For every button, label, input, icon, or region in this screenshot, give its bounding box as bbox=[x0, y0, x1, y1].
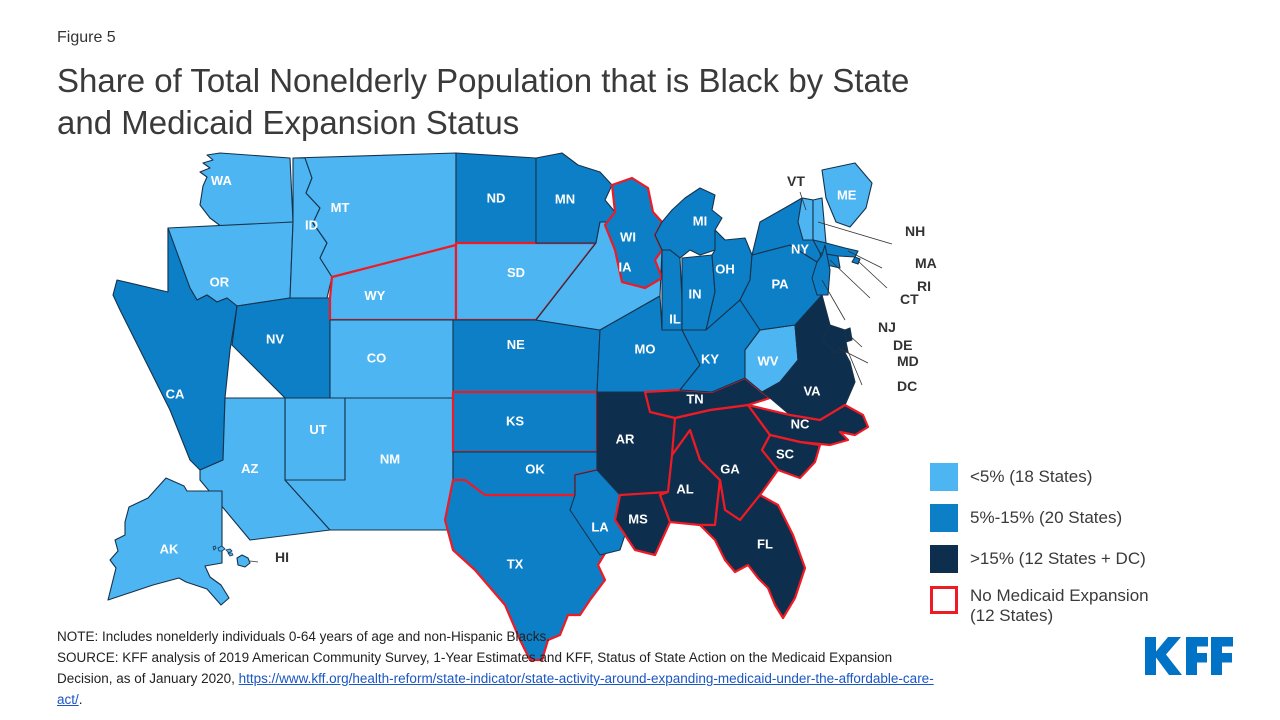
svg-text:CT: CT bbox=[900, 291, 919, 307]
svg-text:DC: DC bbox=[897, 378, 917, 394]
svg-text:WI: WI bbox=[620, 229, 636, 244]
svg-text:GA: GA bbox=[720, 461, 740, 476]
svg-text:HI: HI bbox=[275, 549, 289, 565]
svg-text:KY: KY bbox=[701, 351, 719, 366]
svg-text:PA: PA bbox=[771, 276, 789, 291]
svg-text:CO: CO bbox=[367, 350, 387, 365]
svg-text:NC: NC bbox=[791, 416, 810, 431]
svg-text:WA: WA bbox=[211, 173, 233, 188]
svg-text:MD: MD bbox=[897, 353, 919, 369]
svg-text:MN: MN bbox=[555, 191, 575, 206]
svg-text:WY: WY bbox=[364, 288, 385, 303]
svg-text:VT: VT bbox=[787, 173, 805, 189]
svg-text:IN: IN bbox=[689, 286, 702, 301]
svg-text:ME: ME bbox=[837, 187, 857, 202]
svg-text:MO: MO bbox=[635, 341, 656, 356]
svg-text:MA: MA bbox=[915, 255, 937, 271]
svg-text:IA: IA bbox=[619, 259, 633, 274]
svg-text:UT: UT bbox=[309, 422, 326, 437]
svg-text:OR: OR bbox=[210, 274, 230, 289]
svg-text:AL: AL bbox=[676, 481, 693, 496]
svg-text:TX: TX bbox=[507, 556, 524, 571]
svg-text:CA: CA bbox=[166, 386, 185, 401]
svg-text:NJ: NJ bbox=[878, 319, 896, 335]
svg-text:NH: NH bbox=[905, 223, 925, 239]
svg-text:MI: MI bbox=[693, 213, 707, 228]
svg-text:TN: TN bbox=[686, 391, 703, 406]
svg-text:LA: LA bbox=[591, 519, 609, 534]
svg-text:NV: NV bbox=[266, 331, 284, 346]
svg-text:KS: KS bbox=[506, 413, 524, 428]
svg-text:WV: WV bbox=[758, 353, 779, 368]
svg-text:AZ: AZ bbox=[241, 461, 258, 476]
svg-text:AK: AK bbox=[160, 542, 179, 557]
svg-text:AR: AR bbox=[616, 431, 635, 446]
svg-text:MS: MS bbox=[628, 511, 648, 526]
svg-text:OH: OH bbox=[715, 261, 735, 276]
svg-text:ID: ID bbox=[305, 218, 318, 233]
svg-text:VA: VA bbox=[803, 383, 821, 398]
svg-text:ND: ND bbox=[487, 191, 506, 206]
svg-text:IL: IL bbox=[669, 311, 681, 326]
svg-text:NM: NM bbox=[380, 451, 400, 466]
svg-text:MT: MT bbox=[331, 200, 350, 215]
svg-text:FL: FL bbox=[757, 536, 773, 551]
svg-text:SC: SC bbox=[776, 446, 795, 461]
svg-text:DE: DE bbox=[893, 337, 912, 353]
svg-text:SD: SD bbox=[507, 265, 525, 280]
svg-text:NE: NE bbox=[507, 337, 525, 352]
svg-text:OK: OK bbox=[525, 461, 545, 476]
svg-text:NY: NY bbox=[791, 241, 809, 256]
svg-text:RI: RI bbox=[917, 278, 931, 294]
